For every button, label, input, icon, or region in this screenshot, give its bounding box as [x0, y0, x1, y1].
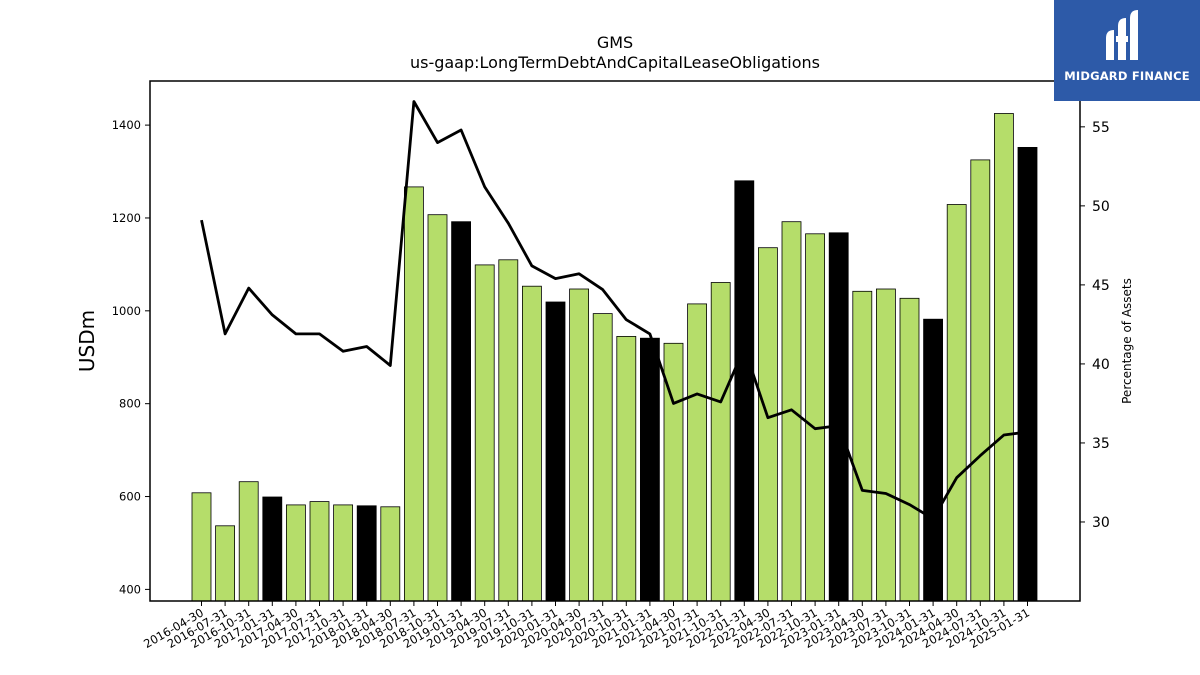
y-axis-label: USDm — [75, 310, 99, 372]
bar — [946, 204, 967, 602]
y2-axis-label: Percentage of Assets — [1120, 278, 1134, 404]
bar — [215, 525, 236, 602]
line-series — [200, 100, 1028, 521]
percentage-line — [200, 100, 1028, 521]
y-tick-label: 1200 — [112, 211, 141, 225]
bar — [545, 301, 566, 602]
bar — [1017, 146, 1038, 602]
bar — [710, 282, 731, 602]
y-tick-label: 800 — [119, 397, 141, 411]
plot-frame — [149, 80, 1081, 602]
bar — [427, 214, 448, 602]
bar — [805, 233, 825, 602]
y-tick-label: 400 — [119, 582, 141, 596]
y2-tick-label: 40 — [1092, 357, 1110, 373]
bar — [498, 259, 519, 602]
bar — [191, 492, 212, 602]
y2-tick-label: 30 — [1092, 515, 1110, 531]
brand-logo: MIDGARD FINANCE — [1054, 0, 1200, 101]
brand-logo-text: MIDGARD FINANCE — [1064, 69, 1190, 83]
bar — [356, 505, 377, 602]
y2-tick-label: 45 — [1092, 278, 1110, 294]
bar — [734, 180, 755, 602]
bar — [876, 288, 896, 602]
bar — [923, 318, 943, 602]
bar — [238, 481, 259, 602]
bar — [522, 285, 542, 602]
bar — [687, 303, 707, 602]
bar — [309, 501, 330, 602]
bar — [899, 297, 920, 602]
bar — [474, 264, 495, 602]
bar — [451, 221, 472, 602]
bar — [828, 232, 849, 602]
y-tick-label: 1000 — [112, 304, 141, 318]
bar — [994, 113, 1014, 602]
bar-series — [191, 113, 1038, 602]
chart-title: GMS — [597, 33, 633, 52]
bar — [592, 313, 613, 602]
bar — [285, 504, 306, 602]
bar — [970, 159, 991, 602]
bar — [852, 290, 873, 602]
bar — [569, 288, 589, 602]
y-tick-label: 600 — [119, 490, 141, 504]
bar — [616, 335, 637, 602]
bar — [380, 506, 401, 602]
y2-tick-label: 50 — [1092, 199, 1110, 215]
bar — [640, 337, 660, 602]
bar — [758, 247, 778, 602]
y-tick-label: 1400 — [112, 118, 141, 132]
chart-subtitle: us-gaap:LongTermDebtAndCapitalLeaseOblig… — [410, 53, 820, 72]
bar — [403, 186, 424, 602]
axes: 4006008001000120014003035404550552016-04… — [112, 80, 1110, 651]
y2-tick-label: 55 — [1092, 120, 1110, 136]
midgard-m-icon — [1106, 10, 1138, 60]
bar — [333, 504, 354, 602]
y2-tick-label: 35 — [1092, 436, 1110, 452]
bar — [262, 496, 283, 602]
